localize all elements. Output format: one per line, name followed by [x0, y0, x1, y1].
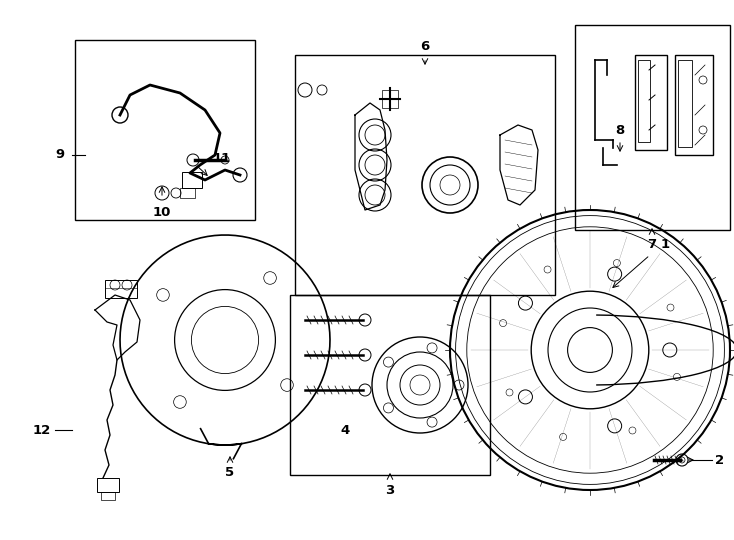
- Text: 8: 8: [615, 124, 625, 137]
- Bar: [75, 40, 255, 220]
- Text: 9: 9: [56, 148, 65, 161]
- Bar: [295, 55, 555, 295]
- Text: 6: 6: [421, 40, 429, 53]
- Bar: [182, 172, 202, 188]
- Bar: [382, 90, 398, 108]
- Bar: [290, 295, 490, 475]
- Text: 7: 7: [647, 239, 656, 252]
- Bar: [575, 25, 730, 230]
- Text: 4: 4: [341, 423, 349, 436]
- Bar: [105, 280, 137, 298]
- Bar: [635, 55, 667, 150]
- Bar: [678, 60, 692, 147]
- Bar: [180, 188, 195, 198]
- Text: 2: 2: [716, 454, 724, 467]
- Text: 1: 1: [661, 239, 669, 252]
- Bar: [675, 55, 713, 155]
- Bar: [101, 492, 115, 500]
- Text: 11: 11: [213, 152, 231, 165]
- Bar: [638, 60, 650, 142]
- Text: 5: 5: [225, 467, 235, 480]
- Text: 3: 3: [385, 483, 395, 496]
- Bar: [97, 478, 119, 492]
- Text: 10: 10: [153, 206, 171, 219]
- Text: 12: 12: [33, 423, 51, 436]
